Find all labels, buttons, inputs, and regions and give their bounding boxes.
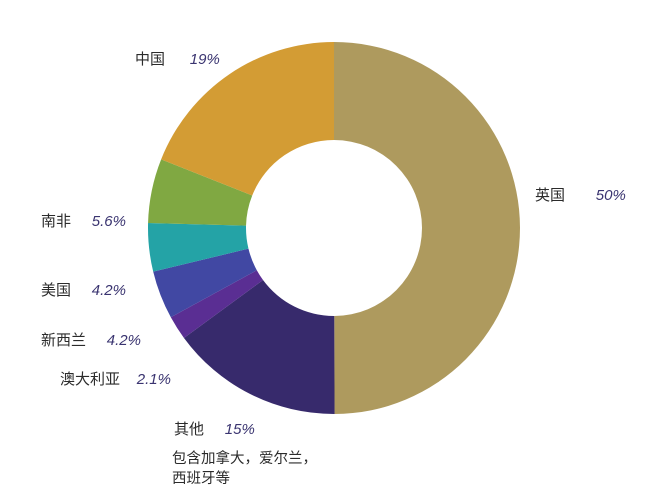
- label-other-name: 其他: [174, 420, 205, 438]
- other-note: 包含加拿大，爱尔兰， 西班牙等: [172, 449, 317, 489]
- label-south-africa-pct: 5.6%: [91, 213, 126, 230]
- label-uk-name: 英国: [535, 186, 566, 204]
- label-china-pct: 19%: [189, 51, 220, 68]
- label-usa-pct: 4.2%: [91, 282, 126, 299]
- donut-segment-3: [170, 270, 264, 338]
- label-china-name: 中国: [135, 50, 166, 68]
- label-australia-pct: 2.1%: [136, 371, 171, 388]
- label-south-africa: 南非 5.6%: [41, 212, 126, 231]
- donut-segment-4: [153, 248, 257, 318]
- label-south-africa-name: 南非: [41, 212, 72, 230]
- donut-segment-6: [148, 159, 253, 226]
- label-other: 其他 15%: [174, 420, 255, 439]
- donut-segment-1: [334, 42, 520, 414]
- other-note-line2: 西班牙等: [172, 471, 230, 487]
- label-new-zealand: 新西兰 4.2%: [41, 331, 141, 350]
- donut-segment-7: [161, 42, 334, 196]
- label-usa: 美国 4.2%: [41, 281, 126, 300]
- donut-segment-2: [183, 280, 335, 414]
- label-usa-name: 美国: [41, 281, 72, 299]
- donut-segments: [147, 42, 520, 414]
- donut-segment-5: [147, 223, 249, 272]
- label-china: 中国 19%: [135, 50, 220, 69]
- label-australia-name: 澳大利亚: [60, 370, 121, 388]
- label-new-zealand-name: 新西兰: [41, 331, 87, 349]
- label-new-zealand-pct: 4.2%: [106, 332, 141, 349]
- other-note-line1: 包含加拿大，爱尔兰，: [172, 451, 317, 467]
- label-other-pct: 15%: [224, 421, 255, 438]
- label-uk: 英国 50%: [535, 186, 626, 205]
- label-uk-pct: 50%: [595, 187, 626, 204]
- label-australia: 澳大利亚 2.1%: [60, 370, 171, 389]
